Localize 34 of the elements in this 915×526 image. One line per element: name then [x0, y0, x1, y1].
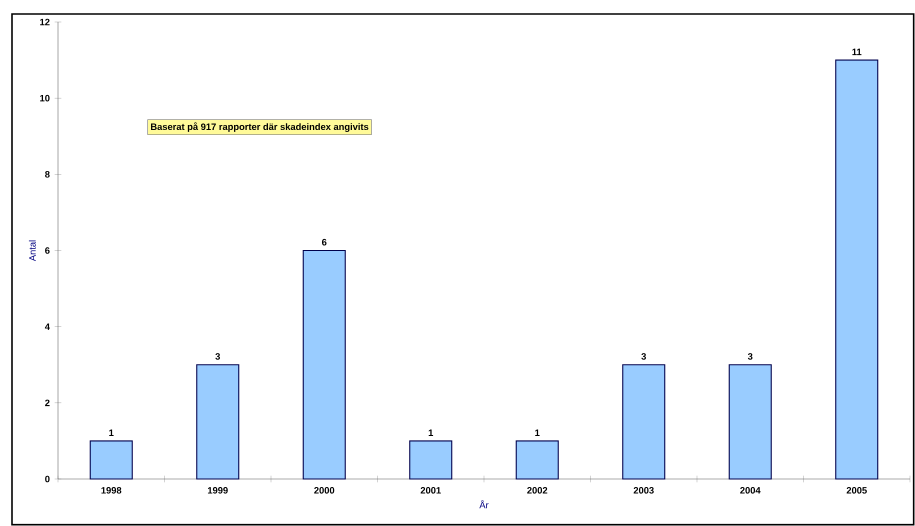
y-tick-label: 6	[45, 247, 50, 254]
x-tick-label: 2004	[740, 487, 761, 494]
y-axis-title: Antal	[28, 240, 36, 262]
bar	[728, 364, 772, 480]
x-tick-label: 2001	[420, 487, 441, 494]
data-label: 6	[322, 238, 327, 246]
data-label: 1	[109, 430, 114, 436]
bar	[622, 364, 666, 480]
data-label: 11	[852, 48, 862, 56]
x-tick-label: 2000	[314, 487, 334, 494]
x-tick-label: 2003	[634, 487, 654, 494]
annotation: Baserat på 917 rapporter där skadeindex angivits	[151, 122, 368, 132]
data-label: 1	[428, 430, 434, 436]
x-tick-label: 1999	[208, 487, 228, 494]
bar	[835, 60, 878, 480]
y-tick-label: 0	[45, 476, 50, 482]
data-label: 3	[748, 353, 752, 360]
x-tick-label: 1998	[101, 487, 122, 494]
y-tick-label: 2	[45, 400, 50, 406]
y-tick-label: 8	[45, 171, 50, 178]
bar	[409, 440, 452, 480]
bar	[302, 250, 346, 480]
x-tick-label: 2002	[527, 487, 548, 494]
x-tick-label: 2005	[846, 487, 867, 494]
bar	[196, 364, 240, 480]
y-tick-label: 12	[40, 18, 50, 26]
data-label: 3	[215, 353, 220, 360]
y-tick-label: 10	[40, 94, 50, 102]
y-tick-label: 4	[44, 323, 50, 330]
bar	[516, 440, 559, 480]
data-label: 3	[641, 353, 646, 360]
data-label: 1	[535, 430, 540, 436]
bar	[90, 440, 133, 480]
x-axis-title: År	[479, 500, 489, 508]
